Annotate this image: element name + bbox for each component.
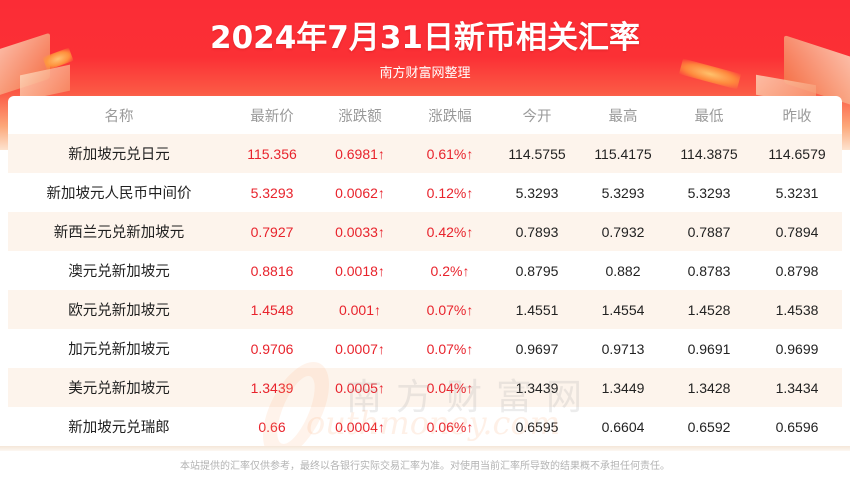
cell-high: 115.4175: [580, 134, 666, 173]
cell-prev-close: 0.6596: [752, 407, 842, 446]
cell-change: 0.0018↑: [314, 251, 406, 290]
cell-change-pct: 0.07%↑: [406, 329, 494, 368]
cell-prev-close: 114.6579: [752, 134, 842, 173]
column-header-change: 涨跌额: [338, 108, 382, 125]
cell-name: 澳元兑新加坡元: [8, 251, 230, 290]
cell-latest: 0.66: [230, 407, 314, 446]
cell-latest: 1.3439: [230, 368, 314, 407]
cell-open: 0.8795: [494, 251, 580, 290]
cell-prev-close: 0.9699: [752, 329, 842, 368]
cell-high: 5.3293: [580, 173, 666, 212]
cell-low: 1.4528: [666, 290, 752, 329]
column-header-name: 名称: [104, 108, 134, 125]
cell-high: 0.7932: [580, 212, 666, 251]
cell-low: 0.8783: [666, 251, 752, 290]
cell-prev-close: 0.7894: [752, 212, 842, 251]
cell-open: 0.6595: [494, 407, 580, 446]
cell-latest: 115.356: [230, 134, 314, 173]
footer-disclaimer: 本站提供的汇率仅供参考，最终以各银行实际交易汇率为准。对使用当前汇率所导致的结果…: [180, 461, 670, 472]
cell-low: 0.7887: [666, 212, 752, 251]
column-header-high: 最高: [608, 108, 638, 125]
cell-name: 欧元兑新加坡元: [8, 290, 230, 329]
cell-name: 加元兑新加坡元: [8, 329, 230, 368]
cell-latest: 1.4548: [230, 290, 314, 329]
rates-table-card: 名称 最新价 涨跌额 涨跌幅 今开 最高 最低 昨收 新加坡元兑日元 115.3…: [8, 96, 842, 446]
cell-latest: 0.8816: [230, 251, 314, 290]
exchange-rate-table: 名称 最新价 涨跌额 涨跌幅 今开 最高 最低 昨收 新加坡元兑日元 115.3…: [8, 96, 842, 446]
cell-change: 0.001↑: [314, 290, 406, 329]
cell-low: 5.3293: [666, 173, 752, 212]
cell-open: 1.4551: [494, 290, 580, 329]
page-subtitle: 南方财富网整理: [379, 66, 471, 81]
cell-change: 0.0005↑: [314, 368, 406, 407]
cell-change-pct: 0.12%↑: [406, 173, 494, 212]
column-header-low: 最低: [694, 108, 724, 125]
cell-low: 1.3428: [666, 368, 752, 407]
cell-prev-close: 1.4538: [752, 290, 842, 329]
table-header-row: 名称 最新价 涨跌额 涨跌幅 今开 最高 最低 昨收: [8, 96, 842, 134]
cell-high: 0.9713: [580, 329, 666, 368]
cell-open: 5.3293: [494, 173, 580, 212]
cell-high: 0.6604: [580, 407, 666, 446]
cell-name: 新加坡元兑日元: [8, 134, 230, 173]
column-header-prev-close: 昨收: [782, 108, 812, 125]
column-header-open: 今开: [522, 108, 552, 125]
cell-name: 美元兑新加坡元: [8, 368, 230, 407]
table-row: 新加坡元兑瑞郎 0.66 0.0004↑ 0.06%↑ 0.6595 0.660…: [8, 407, 842, 446]
cell-prev-close: 1.3434: [752, 368, 842, 407]
cell-change: 0.6981↑: [314, 134, 406, 173]
cell-change-pct: 0.07%↑: [406, 290, 494, 329]
cell-open: 114.5755: [494, 134, 580, 173]
cell-change: 0.0062↑: [314, 173, 406, 212]
cell-latest: 0.7927: [230, 212, 314, 251]
cell-open: 1.3439: [494, 368, 580, 407]
cell-latest: 0.9706: [230, 329, 314, 368]
cell-change-pct: 0.2%↑: [406, 251, 494, 290]
column-header-latest: 最新价: [250, 108, 294, 125]
cell-latest: 5.3293: [230, 173, 314, 212]
table-row: 新加坡元兑日元 115.356 0.6981↑ 0.61%↑ 114.5755 …: [8, 134, 842, 173]
table-row: 美元兑新加坡元 1.3439 0.0005↑ 0.04%↑ 1.3439 1.3…: [8, 368, 842, 407]
cell-high: 1.3449: [580, 368, 666, 407]
cell-name: 新加坡元兑瑞郎: [8, 407, 230, 446]
table-row: 加元兑新加坡元 0.9706 0.0007↑ 0.07%↑ 0.9697 0.9…: [8, 329, 842, 368]
table-row: 澳元兑新加坡元 0.8816 0.0018↑ 0.2%↑ 0.8795 0.88…: [8, 251, 842, 290]
table-row: 新西兰元兑新加坡元 0.7927 0.0033↑ 0.42%↑ 0.7893 0…: [8, 212, 842, 251]
card-bottom-divider: [0, 446, 850, 451]
cell-change-pct: 0.06%↑: [406, 407, 494, 446]
cell-change: 0.0033↑: [314, 212, 406, 251]
cell-open: 0.9697: [494, 329, 580, 368]
cell-high: 0.882: [580, 251, 666, 290]
cell-change-pct: 0.61%↑: [406, 134, 494, 173]
cell-name: 新西兰元兑新加坡元: [8, 212, 230, 251]
cell-prev-close: 5.3231: [752, 173, 842, 212]
table-row: 欧元兑新加坡元 1.4548 0.001↑ 0.07%↑ 1.4551 1.45…: [8, 290, 842, 329]
page-title: 2024年7月31日新币相关汇率: [210, 20, 640, 56]
cell-change: 0.0004↑: [314, 407, 406, 446]
cell-low: 0.9691: [666, 329, 752, 368]
table-row: 新加坡元人民币中间价 5.3293 0.0062↑ 0.12%↑ 5.3293 …: [8, 173, 842, 212]
cell-prev-close: 0.8798: [752, 251, 842, 290]
cell-open: 0.7893: [494, 212, 580, 251]
cell-change: 0.0007↑: [314, 329, 406, 368]
cell-low: 114.3875: [666, 134, 752, 173]
cell-name: 新加坡元人民币中间价: [8, 173, 230, 212]
cell-high: 1.4554: [580, 290, 666, 329]
column-header-change-pct: 涨跌幅: [428, 108, 472, 125]
cell-low: 0.6592: [666, 407, 752, 446]
cell-change-pct: 0.04%↑: [406, 368, 494, 407]
cell-change-pct: 0.42%↑: [406, 212, 494, 251]
